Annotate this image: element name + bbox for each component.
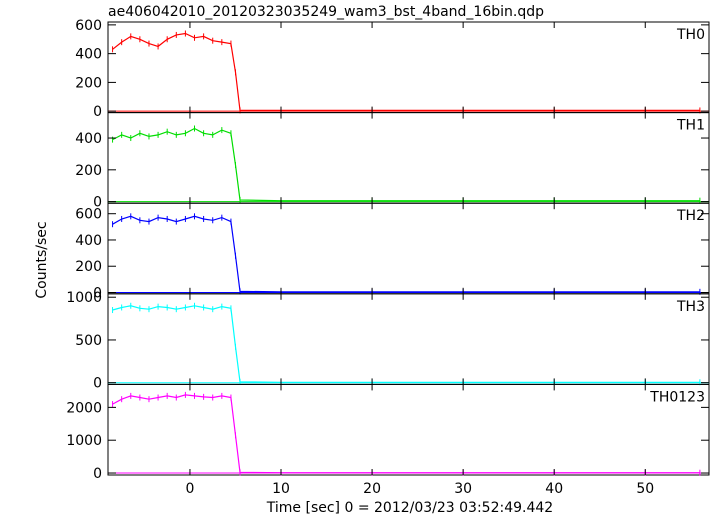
panel-label: TH2 [676, 208, 705, 224]
panel-frame [107, 112, 710, 204]
panel-th3: 0 500 1000 TH3 [66, 290, 710, 392]
panel-label: TH0123 [649, 389, 705, 405]
panel-frame [107, 21, 710, 114]
y-tick-label: 1000 [66, 290, 102, 306]
y-tick-label: 600 [75, 18, 102, 34]
x-tick-label: 0 [185, 481, 194, 497]
x-axis-label: Time [sec] 0 = 2012/03/23 03:52:49.442 [266, 500, 553, 516]
y-tick-label: 400 [75, 131, 102, 147]
x-tick-label: 40 [545, 481, 563, 497]
panel-frame [107, 383, 710, 476]
y-tick-label: 400 [75, 47, 102, 63]
panel-th0: 0 200 400 600 TH0 [75, 18, 710, 120]
y-tick-label: 600 [75, 207, 102, 223]
series-line-th0 [112, 32, 700, 112]
y-tick-label: 0 [93, 376, 102, 392]
y-tick-label: 0 [93, 104, 102, 120]
panel-frame [107, 293, 710, 385]
panel-th1: 0 200 400 TH1 [75, 112, 710, 211]
y-axis-label: Counts/sec [34, 221, 50, 298]
x-tick-label: 10 [272, 481, 290, 497]
y-tick-label: 400 [75, 233, 102, 249]
chart-title: ae406042010_20120323035249_wam3_bst_4ban… [108, 4, 544, 20]
panel-label: TH3 [676, 299, 705, 315]
y-tick-label: 0 [93, 195, 102, 211]
series-line-th0123 [112, 394, 700, 474]
panel-label: TH0 [676, 27, 705, 43]
x-tick-label: 30 [454, 481, 472, 497]
y-tick-label: 0 [93, 285, 102, 301]
y-tick-label: 500 [75, 333, 102, 349]
panel-th0123: 0 1000 2000 TH0123 [66, 383, 710, 482]
x-tick-label: 20 [363, 481, 381, 497]
series-line-th3 [112, 305, 700, 383]
series-line-th2 [112, 215, 700, 293]
y-tick-label: 200 [75, 259, 102, 275]
panel-th2: 0 200 400 600 TH2 [75, 202, 710, 301]
y-tick-label: 2000 [66, 400, 102, 416]
panel-label: TH1 [676, 118, 705, 134]
x-tick-label: 50 [636, 481, 654, 497]
y-tick-label: 1000 [66, 433, 102, 449]
y-tick-label: 200 [75, 163, 102, 179]
series-line-th1 [112, 127, 700, 202]
y-tick-label: 200 [75, 75, 102, 91]
y-tick-label: 0 [93, 466, 102, 482]
